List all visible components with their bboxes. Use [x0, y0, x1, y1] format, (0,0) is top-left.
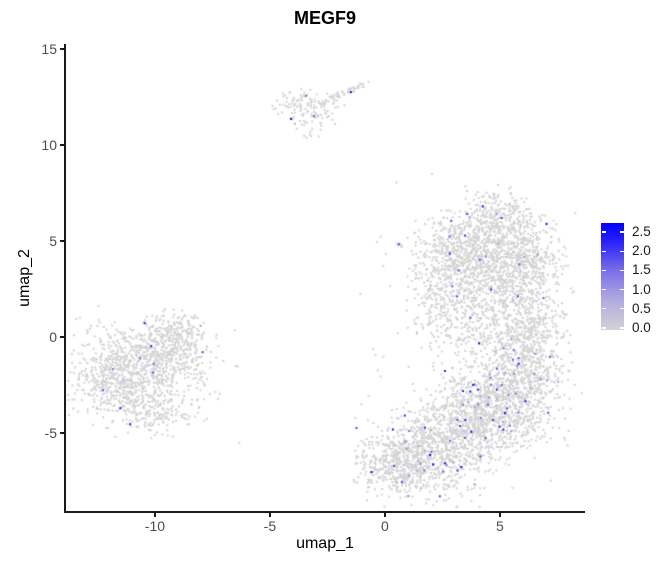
x-tick-label: -5 [263, 518, 277, 534]
colorbar-tick-label: 1.5 [632, 262, 651, 278]
colorbar-tick-label: 1.0 [632, 281, 651, 297]
y-axis-line [64, 44, 66, 512]
y-tick-label: 15 [41, 40, 57, 57]
colorbar-tick-mark [601, 250, 606, 252]
y-tick-label: 0 [49, 328, 57, 345]
colorbar-tick-label: 0.5 [632, 300, 651, 316]
y-tick-mark [60, 432, 65, 434]
x-tick-mark [154, 512, 156, 517]
colorbar-tick-mark [601, 288, 606, 291]
y-tick-label: 5 [49, 232, 57, 249]
x-tick-label: 5 [495, 518, 504, 534]
y-tick-label: -5 [44, 424, 57, 441]
y-tick-mark [60, 240, 65, 242]
colorbar-tick-mark [619, 231, 624, 233]
colorbar-tick-mark [601, 231, 606, 233]
x-tick-label: 0 [381, 518, 389, 534]
colorbar-tick-mark [619, 250, 624, 252]
colorbar-tick-label: 2.5 [632, 223, 651, 239]
colorbar-tick-mark [619, 327, 624, 329]
colorbar-legend [601, 223, 624, 330]
umap-scatter-canvas [65, 44, 585, 512]
colorbar-tick-label: 2.0 [632, 243, 651, 259]
x-axis-title: umap_1 [296, 535, 354, 552]
colorbar-tick-mark [601, 269, 606, 271]
y-tick-label: 10 [41, 136, 57, 153]
y-tick-mark [60, 336, 65, 338]
x-tick-mark [384, 512, 386, 517]
plot-title: MEGF9 [293, 8, 356, 28]
colorbar-tick-mark [601, 327, 606, 329]
colorbar-tick-mark [619, 288, 624, 291]
y-axis-title: umap_2 [16, 249, 33, 307]
y-tick-mark [60, 48, 65, 50]
x-tick-label: -10 [144, 518, 166, 534]
x-tick-mark [499, 512, 501, 517]
colorbar-tick-mark [619, 308, 624, 310]
colorbar-tick-label: 0.0 [632, 319, 651, 335]
x-tick-mark [269, 512, 271, 517]
y-tick-mark [60, 144, 65, 146]
x-axis-line [64, 511, 585, 513]
colorbar-tick-mark [619, 269, 624, 271]
colorbar-tick-mark [601, 308, 606, 310]
